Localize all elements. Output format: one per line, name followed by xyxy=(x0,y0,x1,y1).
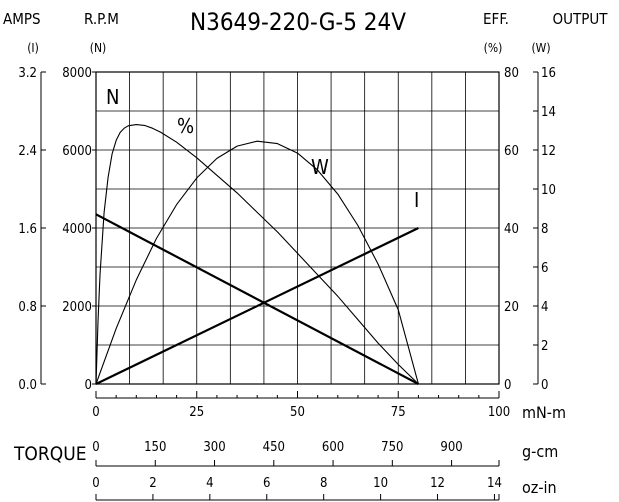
output-tick-label: 6 xyxy=(541,261,548,276)
output-tick-label: 10 xyxy=(541,183,556,198)
ozin-tick-label: 12 xyxy=(430,476,445,491)
amps-header: AMPS xyxy=(3,10,41,28)
mnm-tick-label: 100 xyxy=(488,405,510,420)
rpm-unit: (N) xyxy=(90,41,107,55)
chart-title: N3649-220-G-5 24V xyxy=(190,8,406,36)
amps-unit: (I) xyxy=(27,41,39,55)
ozin-tick-label: 10 xyxy=(373,476,388,491)
eff-header: EFF. xyxy=(483,10,509,28)
gcm-tick-label: 300 xyxy=(203,440,225,455)
output-unit: (W) xyxy=(531,41,550,55)
ozin-tick-label: 6 xyxy=(263,476,270,491)
torque-label: TORQUE xyxy=(13,443,87,465)
gcm-tick-label: 150 xyxy=(144,440,166,455)
eff-tick-label: 60 xyxy=(504,144,519,159)
output-tick-label: 16 xyxy=(541,66,556,81)
curve-i xyxy=(95,227,419,385)
output-tick-label: 0 xyxy=(541,378,548,393)
rpm-tick-label: 8000 xyxy=(62,66,92,81)
ozin-unit: oz-in xyxy=(522,478,557,497)
curves xyxy=(95,124,419,385)
output-header: OUTPUT xyxy=(553,10,609,28)
output-tick-label: 2 xyxy=(541,339,548,354)
output-tick-label: 4 xyxy=(541,300,548,315)
output-tick-label: 8 xyxy=(541,222,548,237)
left-axes: 0.0 0.8 1.6 2.4 3.2 0 2000 4000 6000 8000 xyxy=(18,66,96,393)
ozin-tick-label: 0 xyxy=(92,476,99,491)
amps-tick-label: 3.2 xyxy=(18,66,37,81)
curve-efficiency xyxy=(95,124,419,385)
gcm-tick-label: 0 xyxy=(92,440,99,455)
ozin-tick-label: 14 xyxy=(487,476,502,491)
output-tick-label: 12 xyxy=(541,144,556,159)
right-axes: 0 20 40 60 80 0 2 4 6 8 10 12 14 16 xyxy=(504,66,556,393)
eff-tick-label: 80 xyxy=(504,66,519,81)
gcm-tick-label: 900 xyxy=(440,440,462,455)
gcm-unit: g-cm xyxy=(522,442,558,461)
curve-w xyxy=(95,140,419,385)
rpm-header: R.P.M xyxy=(84,10,119,28)
power-curve-label: W xyxy=(311,155,329,179)
current-curve-label: I xyxy=(414,188,419,212)
speed-curve-label: N xyxy=(106,85,119,109)
ozin-tick-label: 8 xyxy=(320,476,327,491)
torque-axes: 0 25 50 75 100 0 150 300 450 600 750 900 0 2 4 6 8 10 12 14 xyxy=(92,391,510,501)
efficiency-curve-label: % xyxy=(177,114,194,138)
ozin-tick-label: 2 xyxy=(149,476,156,491)
amps-tick-label: 0.0 xyxy=(18,378,37,393)
rpm-tick-label: 0 xyxy=(85,378,92,393)
amps-tick-label: 2.4 xyxy=(18,144,37,159)
gcm-tick-label: 750 xyxy=(381,440,403,455)
gcm-tick-label: 450 xyxy=(263,440,285,455)
mnm-unit: mN-m xyxy=(522,403,566,422)
eff-tick-label: 40 xyxy=(504,222,519,237)
grid xyxy=(96,72,499,384)
rpm-tick-label: 6000 xyxy=(62,144,92,159)
eff-tick-label: 0 xyxy=(504,378,511,393)
mnm-tick-label: 50 xyxy=(290,405,305,420)
mnm-tick-label: 75 xyxy=(391,405,406,420)
gcm-tick-label: 600 xyxy=(322,440,344,455)
mnm-tick-label: 0 xyxy=(92,405,99,420)
eff-unit: (%) xyxy=(484,41,503,55)
eff-tick-label: 20 xyxy=(504,300,519,315)
ozin-tick-label: 4 xyxy=(206,476,213,491)
amps-tick-label: 1.6 xyxy=(18,222,37,237)
amps-tick-label: 0.8 xyxy=(18,300,37,315)
curve-n xyxy=(95,213,419,385)
output-tick-label: 14 xyxy=(541,105,556,120)
rpm-tick-label: 2000 xyxy=(62,300,92,315)
mnm-tick-label: 25 xyxy=(189,405,204,420)
rpm-tick-label: 4000 xyxy=(62,222,92,237)
